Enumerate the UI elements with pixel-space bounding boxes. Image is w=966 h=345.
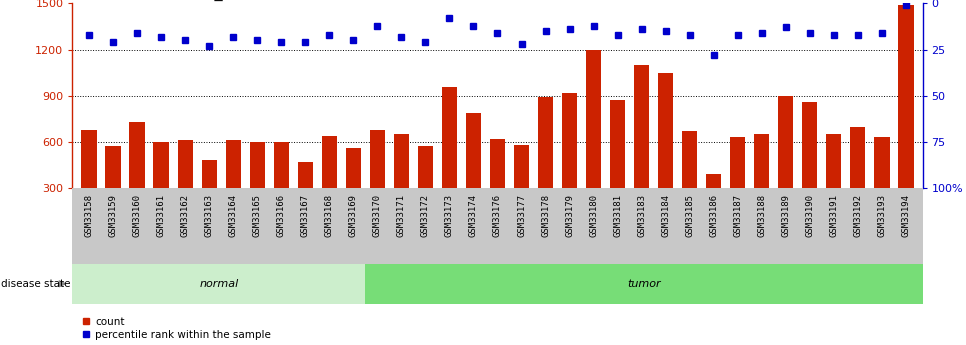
Text: normal: normal [199, 279, 239, 289]
Bar [730, 137, 746, 234]
Text: GSM33163: GSM33163 [205, 194, 213, 237]
Bar [105, 147, 121, 234]
Text: GSM33166: GSM33166 [277, 194, 286, 237]
Text: GSM33174: GSM33174 [469, 194, 478, 237]
Bar [514, 145, 529, 234]
Bar [298, 162, 313, 234]
Text: GSM33194: GSM33194 [901, 194, 910, 237]
Bar [249, 142, 265, 234]
Bar [178, 140, 193, 234]
Bar [417, 147, 434, 234]
Text: GSM33192: GSM33192 [853, 194, 863, 237]
Text: GSM33160: GSM33160 [132, 194, 142, 237]
Text: GSM33178: GSM33178 [541, 194, 550, 237]
Text: GSM33187: GSM33187 [733, 194, 742, 237]
Text: GSM33165: GSM33165 [253, 194, 262, 237]
Text: disease state: disease state [1, 279, 71, 289]
Text: GSM33191: GSM33191 [829, 194, 838, 237]
Bar [802, 102, 817, 234]
Text: GSM33177: GSM33177 [517, 194, 526, 237]
Bar [778, 96, 793, 234]
Text: tumor: tumor [627, 279, 661, 289]
Text: GSM33162: GSM33162 [181, 194, 189, 237]
Text: GSM33179: GSM33179 [565, 194, 574, 237]
Bar [129, 122, 145, 234]
Text: GSM33183: GSM33183 [637, 194, 646, 237]
Bar [753, 134, 770, 234]
Text: GSM33186: GSM33186 [709, 194, 718, 237]
Text: GSM33181: GSM33181 [613, 194, 622, 237]
Bar [658, 73, 673, 234]
Text: GSM33171: GSM33171 [397, 194, 406, 237]
Bar [874, 137, 890, 234]
Text: GSM33184: GSM33184 [661, 194, 670, 237]
Text: GSM33170: GSM33170 [373, 194, 382, 237]
Bar [610, 100, 625, 234]
Text: GSM33189: GSM33189 [781, 194, 790, 237]
Bar [850, 127, 866, 234]
Bar [322, 136, 337, 234]
Text: GSM33161: GSM33161 [156, 194, 166, 237]
Bar [370, 130, 385, 234]
Bar [273, 142, 289, 234]
Text: GSM33169: GSM33169 [349, 194, 358, 237]
Bar [634, 65, 649, 234]
Text: GSM33193: GSM33193 [877, 194, 886, 237]
Bar [441, 87, 457, 234]
Bar [538, 97, 554, 234]
Text: GSM33188: GSM33188 [757, 194, 766, 237]
Text: GSM33176: GSM33176 [493, 194, 502, 237]
Bar [225, 140, 242, 234]
Text: GSM33173: GSM33173 [445, 194, 454, 237]
Bar [393, 134, 410, 234]
Text: GSM33172: GSM33172 [421, 194, 430, 237]
Bar [490, 139, 505, 234]
Text: GSM33190: GSM33190 [806, 194, 814, 237]
Bar [346, 148, 361, 234]
Text: GSM33159: GSM33159 [109, 194, 118, 237]
Text: GSM33180: GSM33180 [589, 194, 598, 237]
Legend: count, percentile rank within the sample: count, percentile rank within the sample [77, 313, 275, 344]
Bar [72, 264, 365, 304]
Bar [898, 5, 914, 234]
Text: GDS1363 / 1372564_at: GDS1363 / 1372564_at [72, 0, 240, 1]
Bar [365, 264, 923, 304]
Bar [466, 113, 481, 234]
Bar [81, 130, 97, 234]
Text: GSM33168: GSM33168 [325, 194, 334, 237]
Bar [202, 160, 217, 234]
Bar [585, 50, 602, 234]
Bar [706, 174, 722, 234]
Text: GSM33158: GSM33158 [85, 194, 94, 237]
Text: GSM33164: GSM33164 [229, 194, 238, 237]
Text: GSM33167: GSM33167 [300, 194, 310, 237]
Bar [682, 131, 697, 234]
Text: GSM33185: GSM33185 [685, 194, 695, 237]
Bar [826, 134, 841, 234]
Bar [561, 93, 578, 234]
Bar [154, 142, 169, 234]
